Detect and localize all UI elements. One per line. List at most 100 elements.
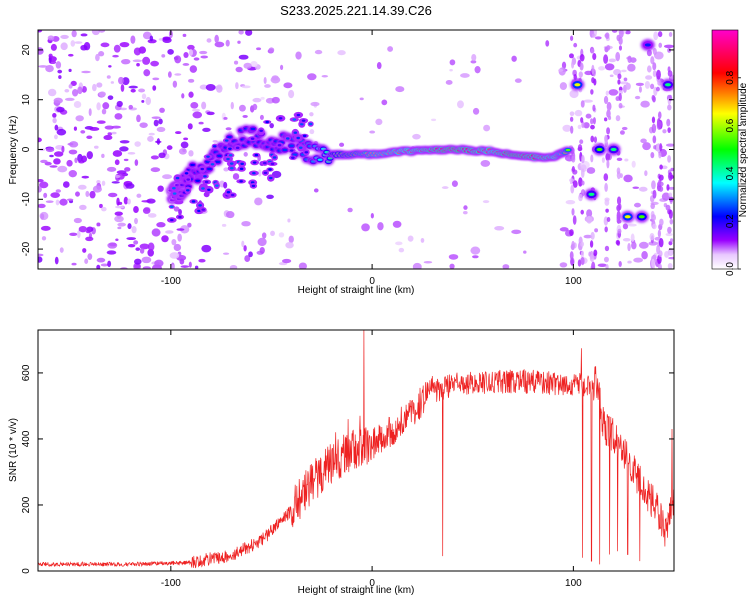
spectrogram-noise-cell (98, 30, 106, 33)
spectrogram-noise-cell (483, 124, 491, 132)
spectrogram-noise-cell (50, 192, 60, 198)
spectrogram-noise-cell (57, 69, 63, 74)
spectrogram-noise-cell (40, 159, 48, 164)
colorbar-label: Normalized spectral amplitude (738, 82, 749, 217)
spectrogram-noise-cell (597, 263, 607, 268)
spectrogram-noise-cell (622, 237, 631, 242)
ridge-core-cell (289, 144, 294, 147)
spectrogram-noise-cell (103, 134, 113, 141)
spectrogram-noise-cell (111, 181, 120, 184)
spectrogram-streak-cell (572, 215, 577, 225)
spectrogram-streak-cell (604, 199, 610, 206)
snr-x-axis: -100 0 100 (161, 330, 582, 589)
spectrogram-noise-cell (283, 82, 293, 89)
spectrogram-streak-cell (591, 77, 595, 84)
spectrogram-streak-cell (569, 111, 575, 117)
colorbar-tick-label: 0.6 (725, 118, 736, 132)
spectrogram-noise-cell (223, 181, 228, 189)
spectrogram-noise-cell (70, 80, 77, 87)
spectrogram-streak-cell (652, 47, 657, 56)
spectrogram-noise-cell (152, 77, 160, 81)
spectrogram-noise-cell (127, 223, 132, 230)
spectrogram-noise-cell (133, 205, 139, 214)
spectrogram-noise-cell (45, 147, 55, 153)
spectrogram-noise-cell (134, 141, 141, 147)
spectrogram-noise-cell (41, 236, 47, 241)
spectrogram-noise-cell (188, 91, 194, 98)
spectrogram-noise-cell (87, 253, 93, 261)
spectrogram-noise-cell (187, 44, 195, 50)
spectrogram-streak-cell (604, 134, 608, 144)
spectrogram-noise-cell (73, 217, 82, 224)
spectrogram-streak-cell (667, 104, 672, 111)
spectrogram-noise-cell (206, 111, 215, 116)
spectrogram-noise-cell (559, 227, 569, 232)
spectrogram-streak-cell (652, 223, 657, 230)
spectrogram-noise-cell (559, 82, 568, 90)
spectrogram-streak-cell (657, 111, 662, 119)
spectrogram-noise-cell (187, 123, 193, 130)
spectrogram-noise-cell (113, 44, 121, 53)
spectrogram-noise-cell (229, 265, 238, 269)
spectrogram-noise-cell (470, 60, 477, 64)
spectrogram-noise-cell (174, 55, 182, 64)
spectrogram-noise-cell (153, 119, 159, 127)
spectrogram-streak-cell (653, 145, 657, 150)
spectrogram-noise-cell (232, 173, 240, 180)
spectrogram-noise-cell (230, 101, 234, 110)
ridge-core-cell (282, 148, 288, 152)
ridge-side-core (252, 161, 257, 164)
spectrogram-noise-cell (52, 117, 57, 124)
spectrogram-noise-cell (298, 262, 307, 269)
spectrogram-y-axis: -20 -10 0 10 20 (21, 44, 674, 256)
spectrogram-noise-cell (154, 259, 164, 267)
spectrogram-noise-cell (53, 134, 58, 140)
spectrogram-noise-cell (445, 80, 453, 85)
spectrogram-noise-cell (321, 75, 329, 78)
spectrogram-noise-cell (53, 97, 63, 104)
spectrogram-blob-core (638, 215, 645, 219)
spectrogram-streak-cell (666, 118, 671, 127)
spectrogram-noise-cell (214, 34, 219, 44)
spectrogram-noise-cell (192, 111, 203, 119)
spectrogram-streak-cell (580, 209, 584, 215)
spectrogram-streak-cell (578, 71, 583, 78)
spectrogram-noise-cell (225, 211, 235, 219)
spectrogram-noise-cell (66, 159, 73, 167)
spectrogram-streak-cell (668, 94, 673, 102)
spectrogram-noise-cell (181, 93, 185, 99)
colorbar-tick-label: 0.8 (725, 70, 736, 84)
snr-frame (37, 329, 675, 572)
ridge-side-core (265, 120, 270, 124)
spectrogram-noise-cell (148, 132, 155, 136)
y-tick-label: 0 (21, 146, 32, 152)
spectrogram-noise-cell (313, 188, 319, 193)
y-tick-label: 600 (21, 364, 32, 381)
spectrogram-noise-cell (241, 221, 251, 227)
spectrogram-streak-cell (579, 139, 584, 145)
y-tick-label: 0 (21, 568, 32, 574)
spectrogram-noise-cell (141, 99, 145, 103)
spectrogram-noise-cell (193, 57, 200, 61)
spectrogram-noise-cell (106, 250, 117, 255)
ridge-side-core (197, 209, 201, 213)
spectrogram-noise-cell (68, 169, 77, 178)
spectrogram-noise-cell (670, 167, 674, 172)
spectrogram-noise-cell (66, 198, 74, 201)
spectrogram-noise-cell (598, 66, 606, 71)
spectrogram-noise-cell (254, 197, 263, 206)
spectrogram-streak-cell (658, 174, 664, 181)
spectrogram-noise-cell (78, 225, 88, 233)
spectrogram-noise-cell (96, 102, 101, 111)
spectrogram-noise-cell (448, 254, 459, 260)
spectrogram-noise-cell (107, 95, 114, 100)
spectrogram-noise-cell (412, 262, 422, 269)
spectrogram-noise-cell (142, 56, 151, 65)
spectrogram-streak-cell (604, 182, 608, 192)
spectrogram-noise-cell (565, 200, 576, 205)
spectrogram-noise-cell (631, 160, 636, 168)
ridge-side-core (289, 149, 294, 152)
spectrogram-noise-cell (502, 264, 510, 269)
spectrogram-noise-cell (167, 48, 174, 55)
